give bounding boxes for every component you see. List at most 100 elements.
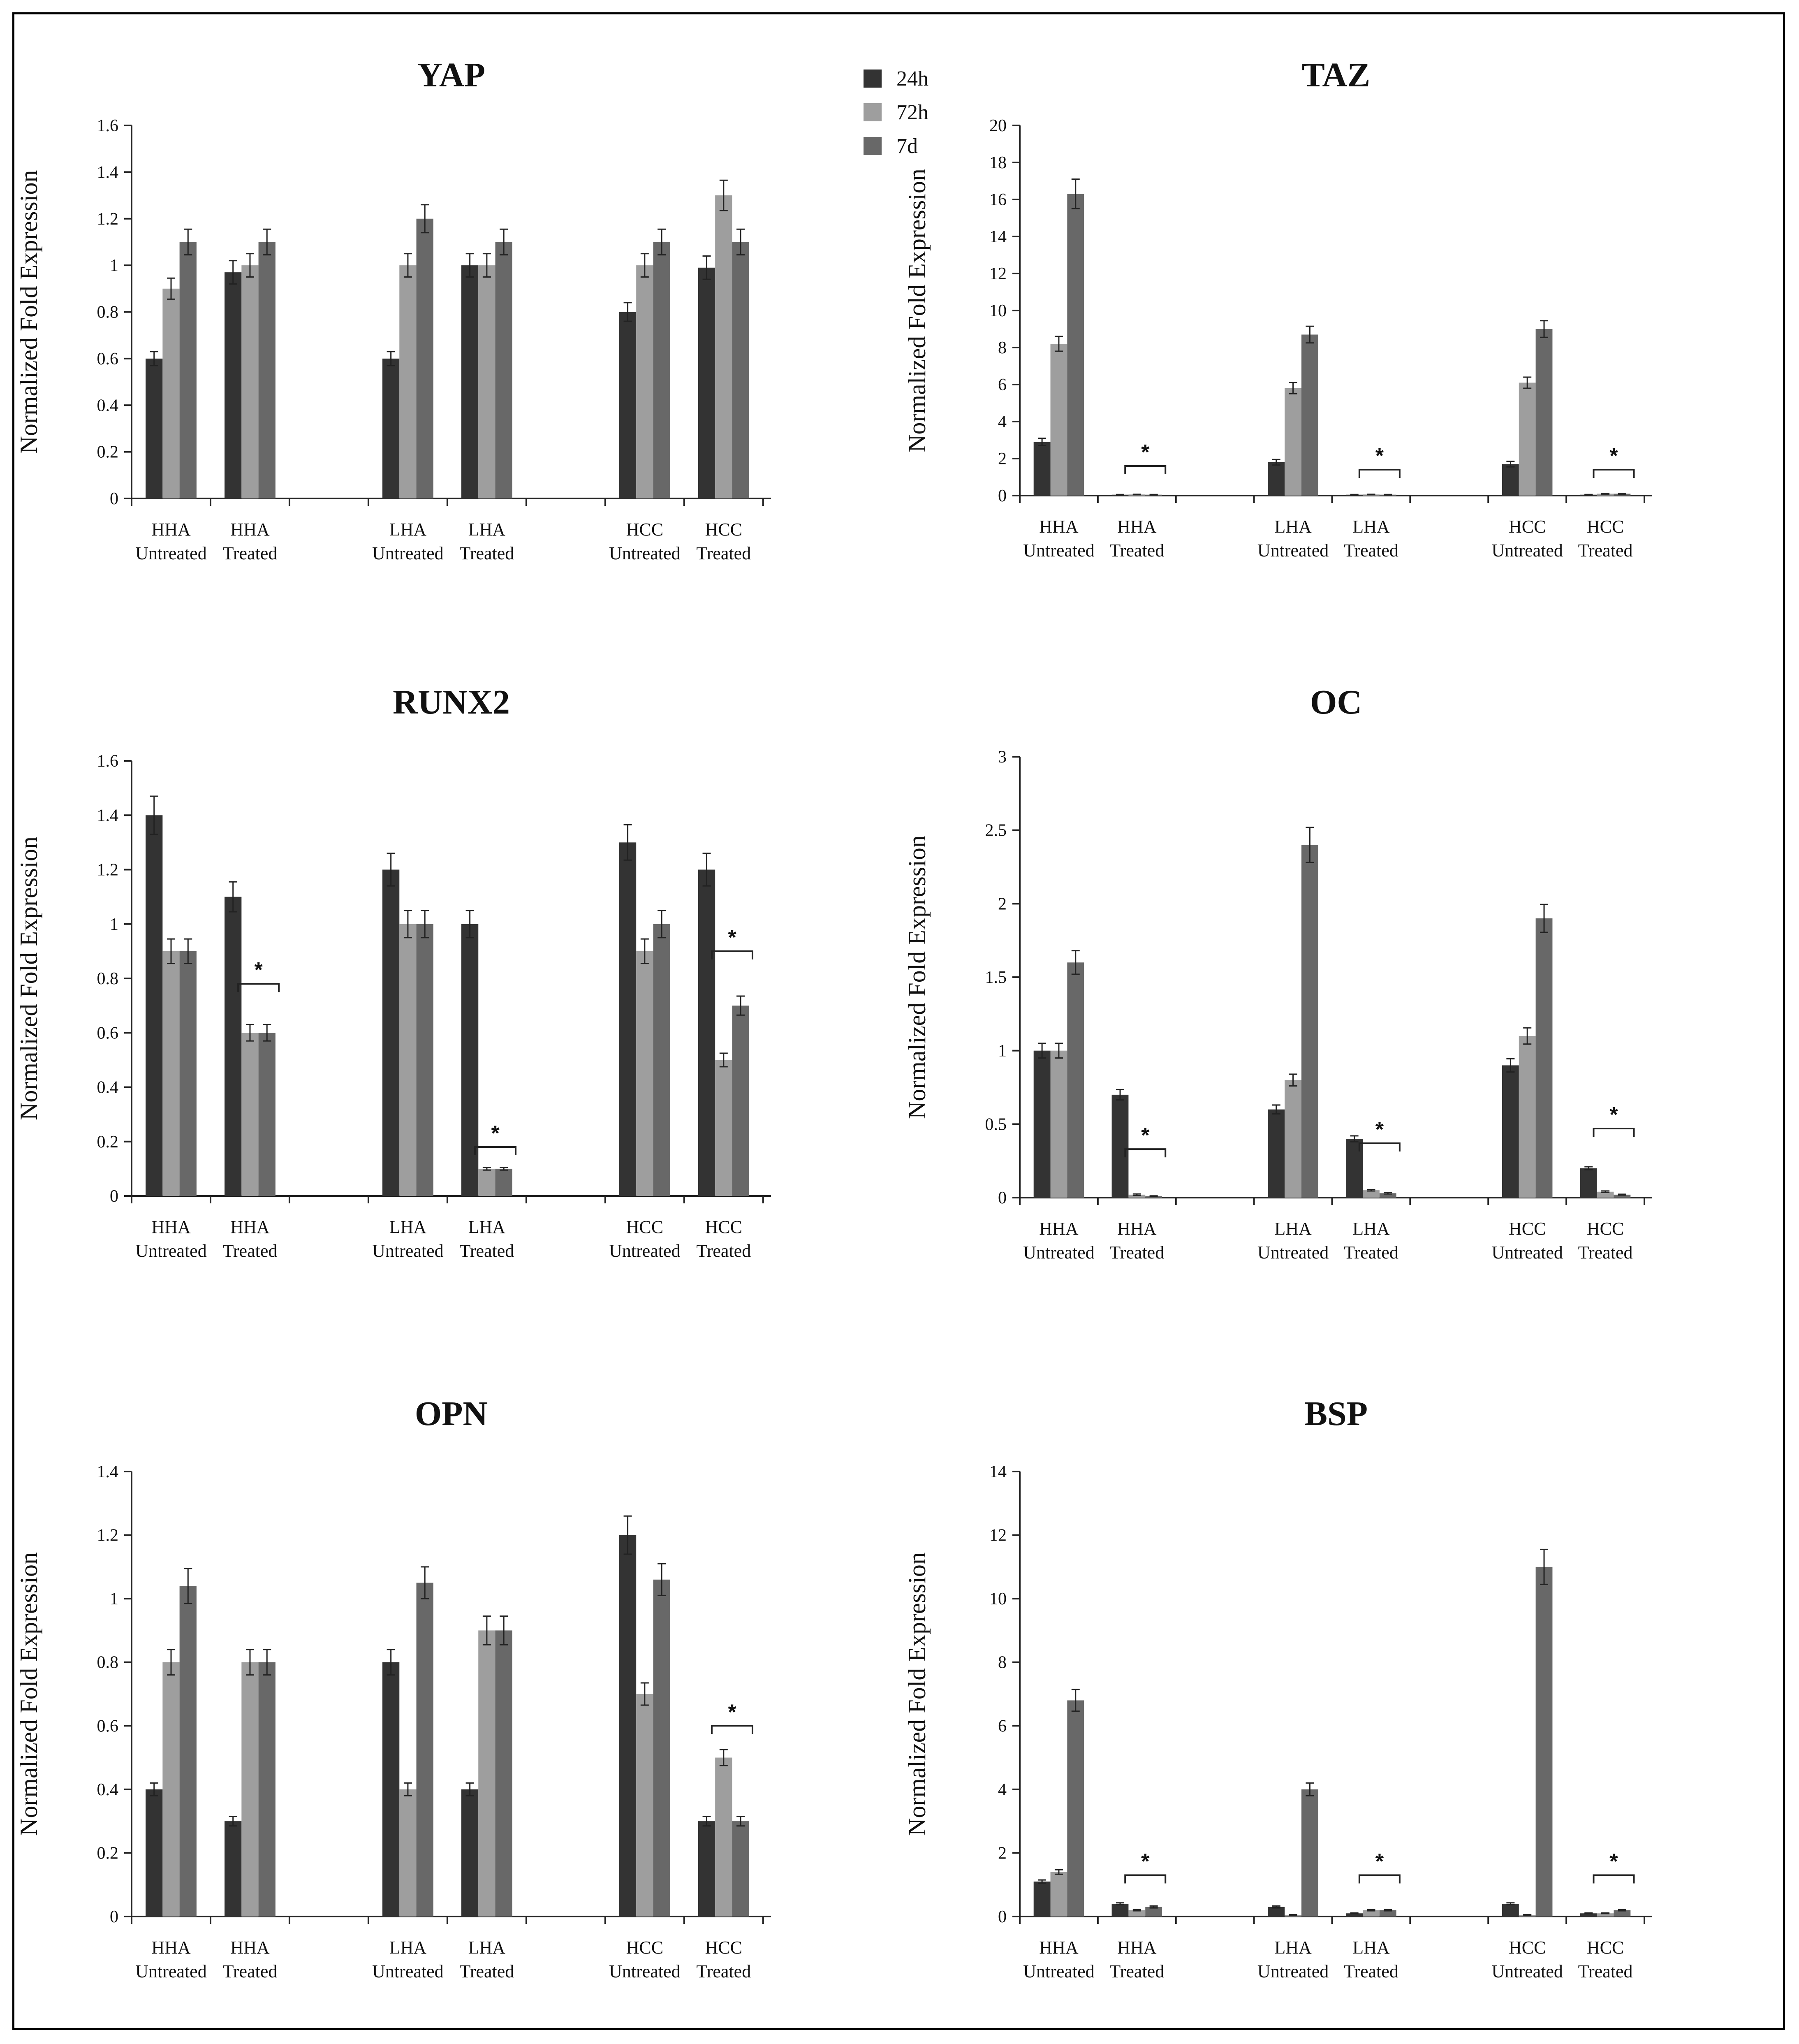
y-tick-label: 18	[989, 153, 1007, 172]
x-category-label: HHA	[151, 1217, 191, 1237]
bar-7d	[495, 242, 512, 498]
chart-title: TAZ	[1302, 56, 1370, 94]
x-category-label: Untreated	[1491, 1961, 1563, 1981]
y-tick-label: 20	[989, 116, 1007, 135]
bar-72h	[399, 1789, 417, 1917]
x-category-label: Treated	[223, 1961, 278, 1981]
y-tick-label: 0.2	[97, 1133, 119, 1152]
y-tick-label: 10	[989, 1590, 1007, 1608]
x-category-label: HCC	[1587, 1219, 1624, 1239]
y-axis-label: Normalized Fold Expression	[903, 835, 931, 1119]
significance-bracket	[711, 1725, 753, 1734]
x-category-label: Treated	[1109, 1961, 1164, 1981]
significance-bracket	[1593, 1128, 1635, 1137]
x-category-label: Untreated	[1257, 1961, 1329, 1981]
x-category-label: Untreated	[1023, 540, 1094, 561]
significance-star: *	[1609, 1103, 1618, 1127]
x-category-label: HHA	[151, 1937, 191, 1958]
bar-24h	[225, 897, 242, 1196]
bar-72h	[1519, 382, 1536, 496]
y-tick-label: 0.4	[97, 396, 119, 415]
x-category-label: LHA	[1352, 1219, 1390, 1239]
significance-star: *	[728, 926, 736, 950]
x-category-label: HHA	[1117, 517, 1157, 537]
bar-24h	[619, 842, 637, 1196]
bar-72h	[1050, 1050, 1067, 1198]
bar-7d	[1535, 329, 1553, 496]
bar-7d	[1067, 1700, 1084, 1917]
bar-24h	[1268, 1109, 1285, 1198]
x-category-label: Untreated	[372, 1961, 443, 1981]
bar-72h	[715, 1757, 732, 1917]
y-tick-label: 12	[989, 264, 1007, 283]
y-tick-label: 2	[998, 1844, 1007, 1863]
legend-item: 7d	[864, 129, 928, 163]
x-category-label: HCC	[1509, 1219, 1546, 1239]
x-category-label: HHA	[1117, 1219, 1157, 1239]
y-tick-label: 1.4	[97, 163, 119, 182]
significance-bracket	[1358, 1874, 1401, 1884]
x-category-label: HCC	[1509, 517, 1546, 537]
x-category-label: HHA	[1039, 1219, 1079, 1239]
x-category-label: Treated	[223, 543, 278, 563]
y-tick-label: 1	[998, 1042, 1007, 1061]
y-tick-label: 1.2	[97, 210, 119, 229]
x-category-label: Treated	[1109, 1242, 1164, 1263]
bar-24h	[1502, 1065, 1519, 1198]
bar-24h	[461, 265, 479, 498]
bar-24h	[1346, 1913, 1363, 1917]
significance-star: *	[1141, 1124, 1150, 1147]
bar-7d	[1301, 334, 1318, 496]
bar-24h	[382, 869, 400, 1196]
x-category-label: HCC	[626, 519, 663, 540]
bar-24h	[1580, 1168, 1597, 1198]
x-category-label: Treated	[459, 1241, 514, 1261]
y-tick-label: 0.8	[97, 1653, 119, 1672]
legend-item: 72h	[864, 95, 928, 129]
bar-72h	[1519, 1036, 1536, 1198]
y-tick-label: 0	[998, 487, 1007, 505]
chart-title: YAP	[417, 56, 485, 94]
x-category-label: Treated	[1344, 1961, 1398, 1981]
y-tick-label: 1	[110, 915, 118, 934]
y-tick-label: 1.2	[97, 1526, 119, 1545]
bar-72h	[399, 265, 417, 498]
bar-7d	[732, 1006, 749, 1196]
x-category-label: LHA	[1274, 1937, 1312, 1958]
x-category-label: LHA	[389, 1937, 427, 1958]
significance-bracket	[711, 950, 753, 959]
bar-24h	[1111, 1094, 1129, 1198]
significance-star: *	[491, 1122, 500, 1145]
bar-24h	[1502, 1904, 1519, 1917]
significance-star: *	[1375, 444, 1384, 468]
bar-7d	[495, 1168, 512, 1196]
y-tick-label: 1	[110, 1590, 118, 1608]
bar-7d	[732, 242, 749, 498]
bar-7d	[1614, 1194, 1631, 1198]
x-category-label: LHA	[1274, 517, 1312, 537]
bar-24h	[1033, 1881, 1051, 1917]
x-category-label: HHA	[1039, 517, 1079, 537]
x-category-label: Untreated	[1023, 1961, 1094, 1981]
x-category-label: LHA	[1352, 1937, 1390, 1958]
bar-7d	[416, 218, 433, 498]
y-tick-label: 1.4	[97, 1462, 119, 1481]
y-tick-label: 1.6	[97, 752, 119, 771]
bar-24h	[698, 267, 715, 498]
bar-72h	[1050, 344, 1067, 496]
bar-7d	[1301, 1789, 1318, 1917]
x-category-label: HCC	[626, 1217, 663, 1237]
bar-7d	[179, 242, 197, 498]
bar-72h	[478, 1630, 495, 1917]
x-category-label: HCC	[1587, 1937, 1624, 1958]
significance-bracket	[1124, 1148, 1167, 1158]
y-axis-label: Normalized Fold Expression	[15, 170, 42, 454]
bar-72h	[1285, 1080, 1301, 1198]
chart-title: BSP	[1304, 1395, 1368, 1433]
x-category-label: Treated	[1578, 1242, 1633, 1263]
x-category-label: Untreated	[372, 1241, 443, 1261]
